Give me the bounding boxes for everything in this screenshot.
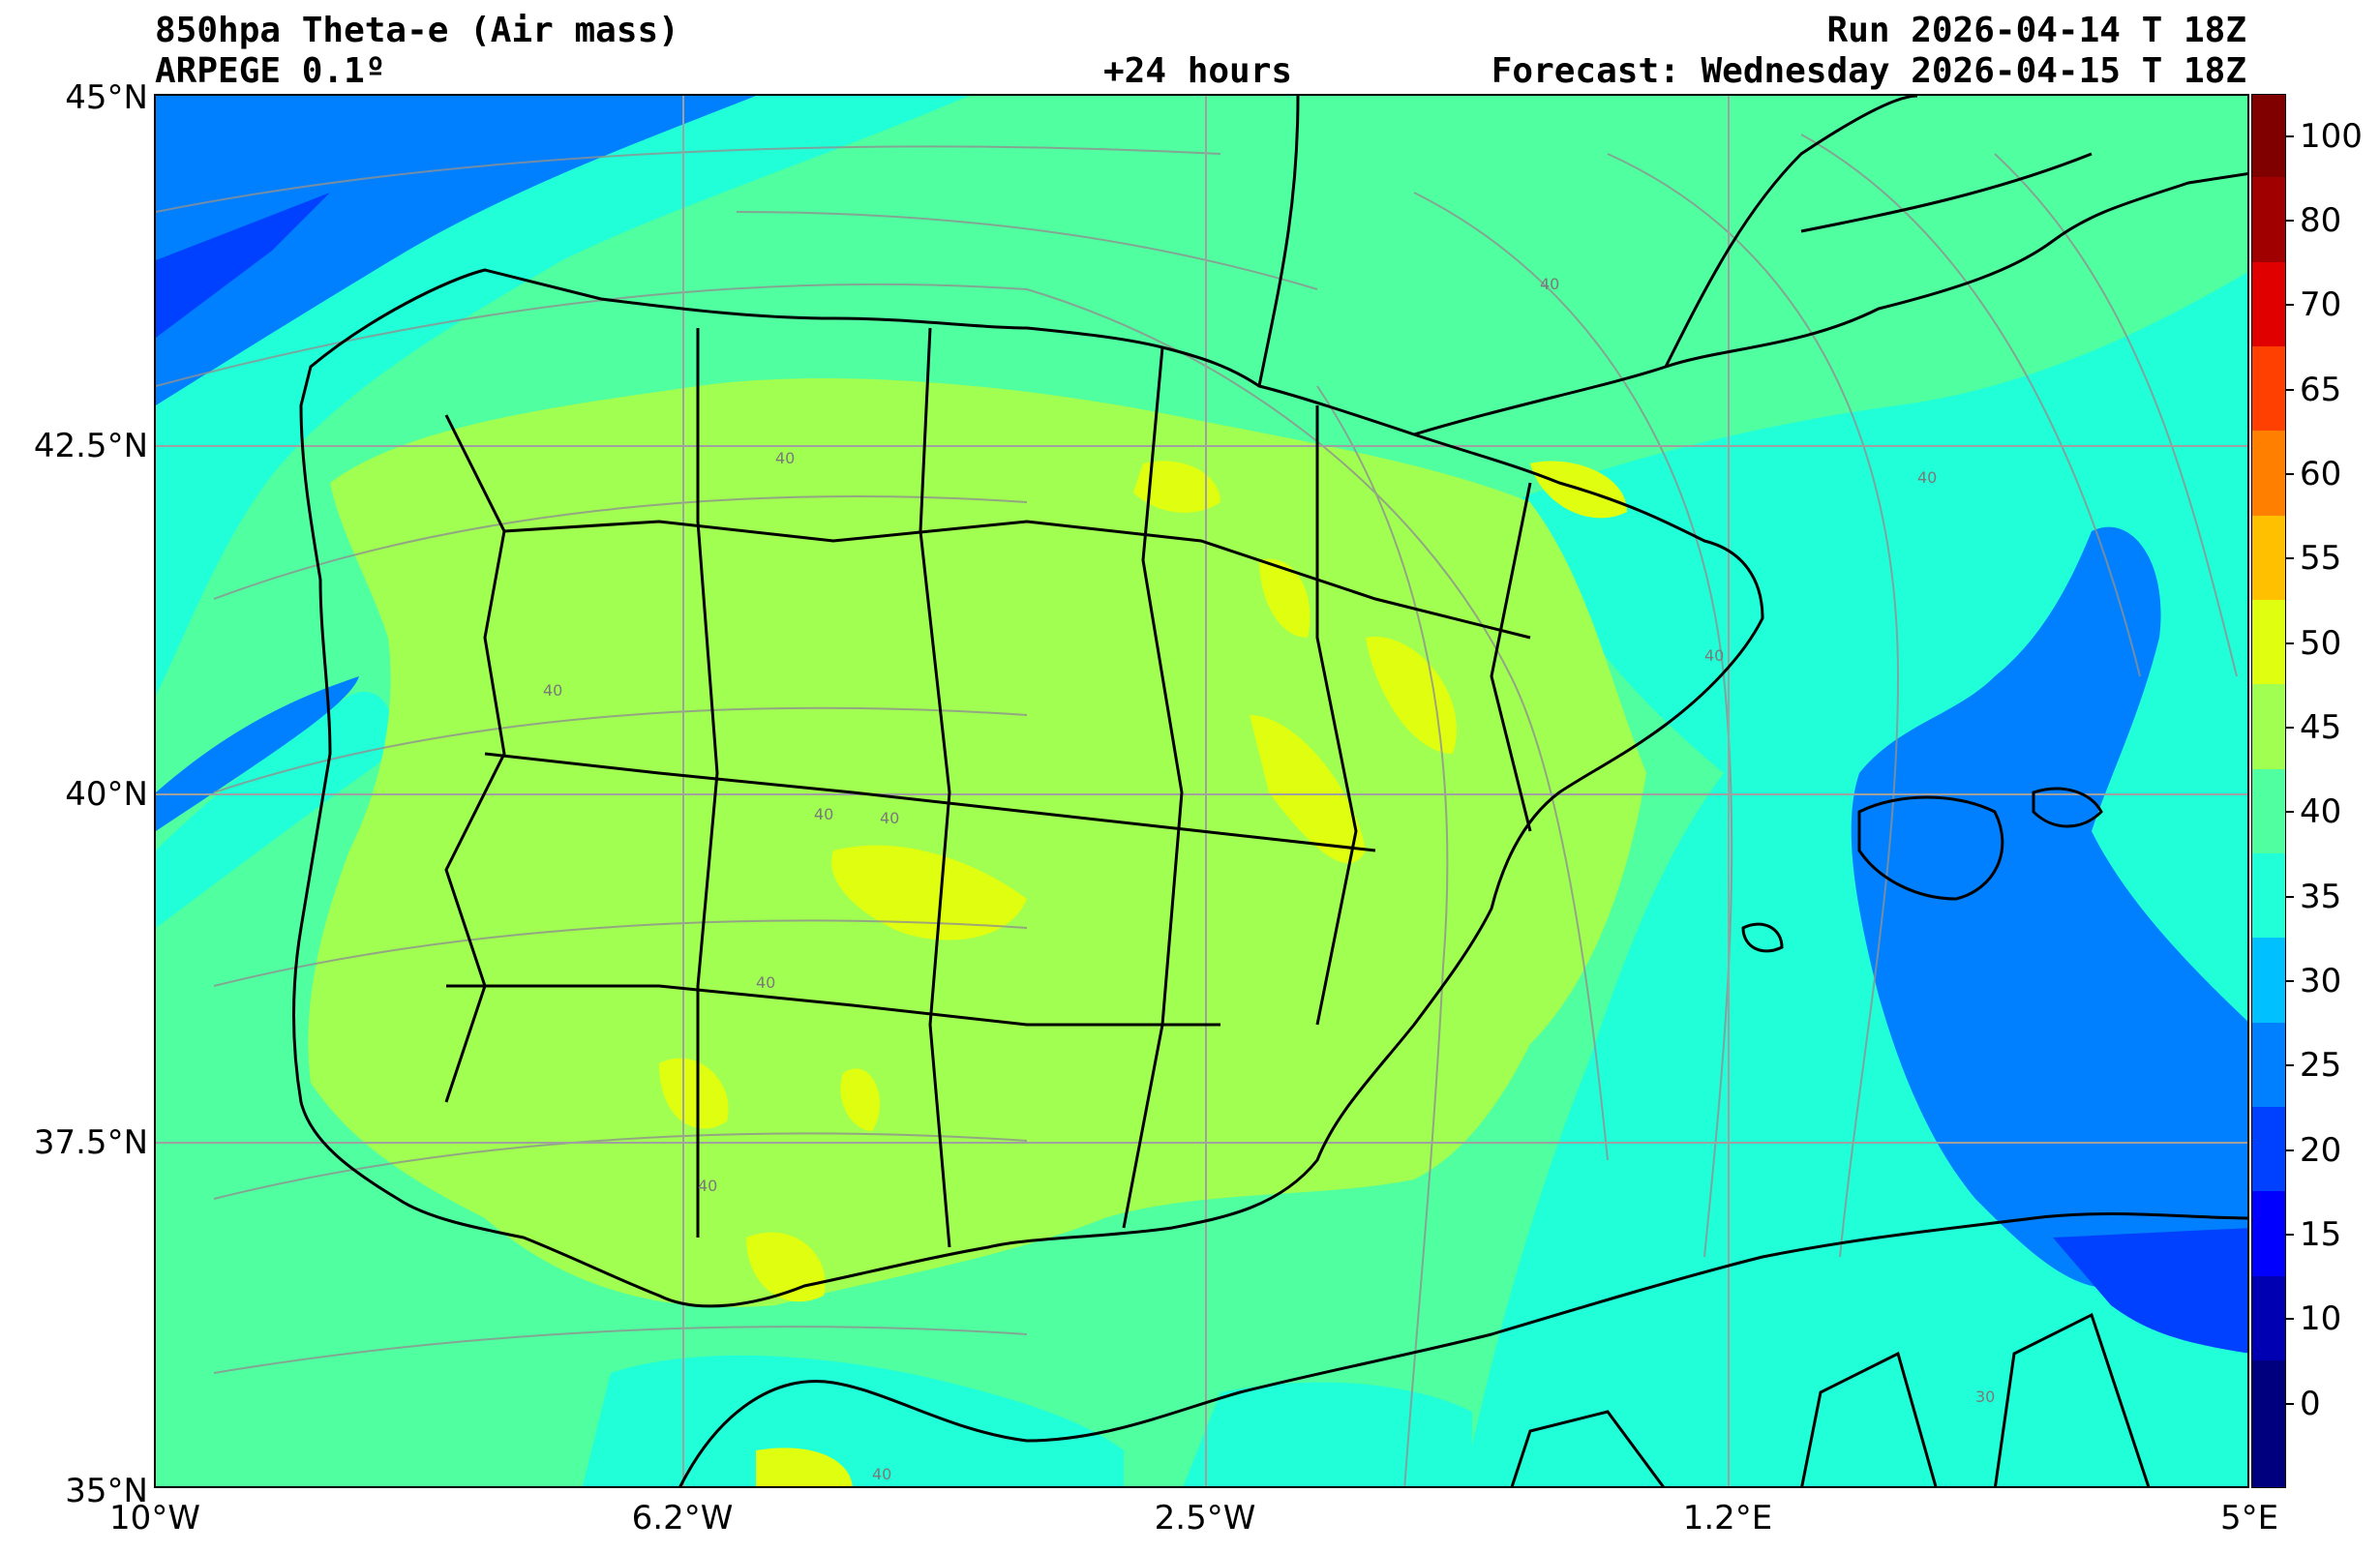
colorbar-segment: [2252, 1190, 2285, 1276]
contour-label: 40: [756, 973, 775, 992]
colorbar-label: 10: [2300, 1299, 2342, 1339]
colorbar-segment: [2252, 345, 2285, 432]
field-lowest-northwest: [156, 193, 330, 338]
colorbar-segment: [2252, 1021, 2285, 1107]
colorbar-segment: [2252, 683, 2285, 769]
colorbar-label: 70: [2300, 285, 2342, 325]
colorbar-label: 100: [2300, 116, 2363, 156]
colorbar-tick: [2286, 304, 2294, 307]
lat-label: 42.5°N: [33, 427, 148, 465]
colorbar-label: 20: [2300, 1130, 2342, 1170]
colorbar-segment: [2252, 599, 2285, 685]
lat-label: 37.5°N: [33, 1123, 148, 1162]
colorbar-tick: [2286, 1234, 2294, 1236]
contour-label: 40: [814, 805, 833, 823]
wind-streamlines: [156, 134, 2238, 1486]
field-hot-spot: [1259, 558, 1311, 638]
colorbar-segment: [2252, 1274, 2285, 1360]
map-title: 850hpa Theta-e (Air mass): [155, 11, 679, 50]
colorbar-label: 40: [2300, 792, 2342, 832]
colorbar-tick: [2286, 1149, 2294, 1151]
contour-label: 40: [872, 1465, 891, 1483]
colorbar-tick: [2286, 388, 2294, 391]
graticule: [156, 96, 2247, 1486]
lon-label: 1.2°E: [1682, 1499, 1773, 1537]
colorbar-label: 65: [2300, 370, 2342, 409]
colorbar-label: 0: [2300, 1384, 2321, 1423]
lead-time: +24 hours: [1103, 51, 1293, 91]
colorbar-segment: [2252, 852, 2285, 939]
lat-label: 35°N: [65, 1472, 148, 1510]
colorbar-tick: [2286, 220, 2294, 222]
field-hot-spot: [1250, 715, 1366, 864]
field-hot-spot: [840, 1068, 881, 1131]
contour-label: 40: [880, 809, 899, 827]
colorbar-label: 35: [2300, 877, 2342, 916]
colorbar-segment: [2252, 260, 2285, 346]
field-low-balearic: [1851, 526, 2247, 1352]
field-cool-portugal: [156, 692, 393, 928]
field-hot-spot: [1366, 637, 1457, 754]
colorbar-label: 15: [2300, 1215, 2342, 1254]
lon-label: 5°E: [2219, 1499, 2279, 1537]
colorbar-segment: [2252, 937, 2285, 1023]
contour-labels: 40 40 40 40 40 40 40 40 40 40 30: [543, 275, 1995, 1483]
colorbar-label: 60: [2300, 455, 2342, 493]
theta-e-field: 40 40 40 40 40 40 40 40 40 40 30: [156, 96, 2247, 1486]
colorbar-segment: [2252, 430, 2285, 516]
colorbar-segment: [2252, 767, 2285, 853]
lon-label: 2.5°W: [1154, 1499, 1256, 1537]
colorbar-label: 45: [2300, 708, 2342, 747]
colorbar-tick: [2286, 1064, 2294, 1067]
run-time: Run 2026-04-14 T 18Z: [1826, 11, 2246, 50]
contour-label: 40: [698, 1177, 717, 1195]
contour-label: 30: [1975, 1388, 1995, 1406]
colorbar: [2251, 94, 2286, 1488]
lon-label: 10°W: [109, 1499, 200, 1537]
colorbar-tick: [2286, 811, 2294, 814]
field-lowest-algeria: [2053, 1228, 2247, 1354]
field-hot-spot: [659, 1058, 729, 1129]
colorbar-tick: [2286, 557, 2294, 560]
contour-label: 40: [775, 449, 795, 467]
colorbar-tick: [2286, 1318, 2294, 1321]
contour-label: 40: [1917, 468, 1937, 487]
colorbar-segment: [2252, 1106, 2285, 1192]
field-cool-africa: [582, 1355, 1124, 1486]
colorbar-tick: [2286, 980, 2294, 982]
forecast-time: Forecast: Wednesday 2026-04-15 T 18Z: [1491, 51, 2246, 91]
colorbar-label: 30: [2300, 962, 2342, 1000]
lon-label: 6.2°W: [631, 1499, 734, 1537]
field-hot-spot: [1133, 461, 1220, 513]
field-low-northwest: [156, 96, 756, 405]
colorbar-segment: [2252, 514, 2285, 600]
field-hot-spot: [831, 845, 1027, 940]
lat-label: 40°N: [65, 775, 148, 814]
colorbar-tick: [2286, 727, 2294, 729]
contour-label: 40: [1704, 646, 1724, 665]
colorbar-tick: [2286, 473, 2294, 475]
field-hot-spot: [756, 1448, 853, 1486]
colorbar-tick: [2286, 134, 2294, 137]
map-panel: 40 40 40 40 40 40 40 40 40 40 30: [154, 94, 2249, 1488]
colorbar-tick: [2286, 895, 2294, 898]
lat-label: 45°N: [65, 78, 148, 117]
contour-label: 40: [543, 681, 562, 700]
colorbar-label: 50: [2300, 623, 2342, 663]
colorbar-label: 25: [2300, 1046, 2342, 1086]
model-name: ARPEGE 0.1º: [155, 51, 386, 91]
colorbar-segment: [2252, 1359, 2285, 1487]
field-low-portugal: [156, 676, 359, 831]
colorbar-tick: [2286, 642, 2294, 644]
coastlines: [292, 96, 2247, 1486]
colorbar-segment: [2252, 176, 2285, 262]
field-cool-africa: [1183, 1382, 1472, 1486]
colorbar-label: 55: [2300, 539, 2342, 579]
colorbar-segment: [2252, 95, 2285, 178]
colorbar-tick: [2286, 1402, 2294, 1405]
contour-label: 40: [1540, 275, 1559, 293]
field-warm-iberia: [308, 377, 1646, 1307]
colorbar-label: 80: [2300, 201, 2342, 240]
